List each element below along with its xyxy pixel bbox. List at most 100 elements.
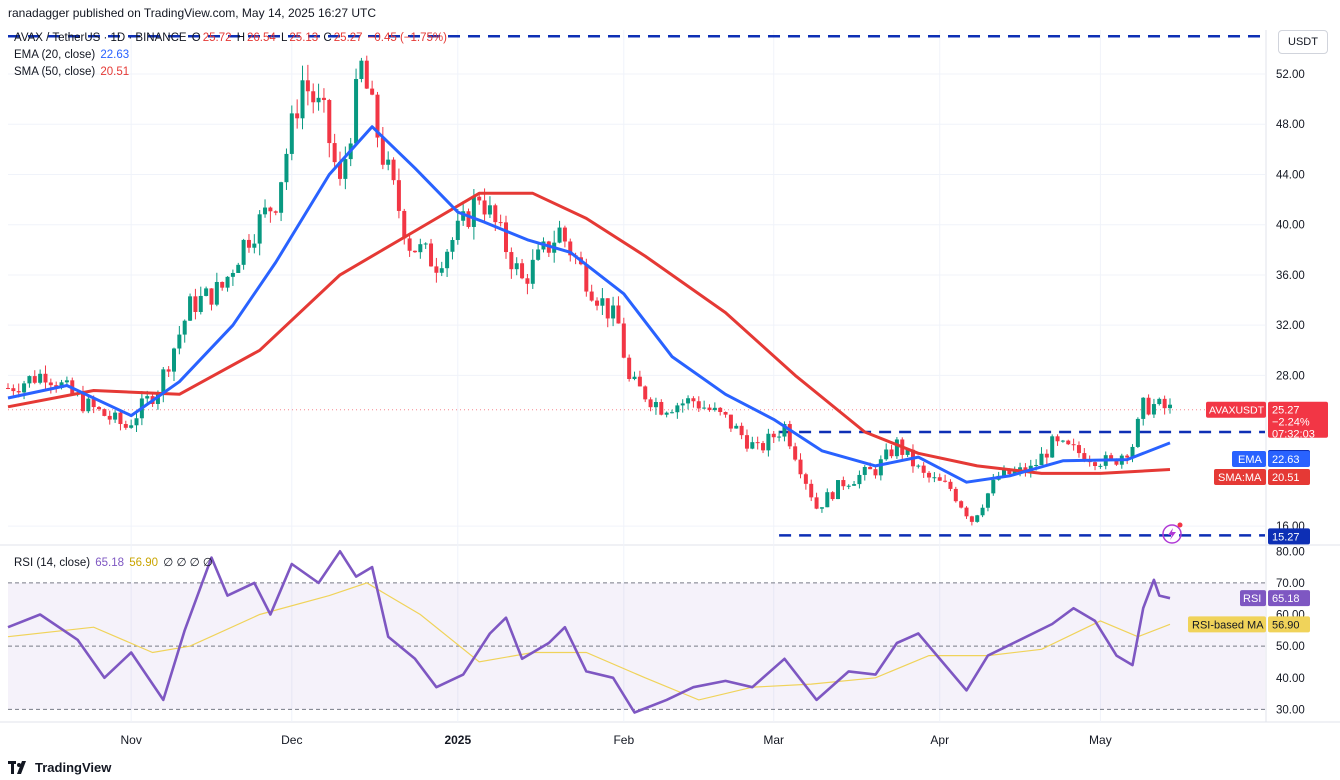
candle xyxy=(263,199,268,218)
candle xyxy=(1135,417,1140,449)
candle xyxy=(643,385,648,403)
price-tick-label: 36.00 xyxy=(1276,270,1305,282)
symbol-line[interactable]: AVAX / TetherUS · 1D · BINANCE xyxy=(14,32,187,44)
candle-body xyxy=(1151,404,1156,415)
candle-body xyxy=(793,446,798,460)
rsi-layer xyxy=(7,550,1265,714)
candle-body xyxy=(300,80,305,119)
rsi-ma-tag-bg xyxy=(1188,616,1266,633)
candle-body xyxy=(493,205,498,223)
candle-body xyxy=(487,205,492,215)
candle-body xyxy=(246,239,251,248)
candle xyxy=(204,286,209,297)
ema-legend[interactable]: EMA (20, close) 22.63 xyxy=(14,49,131,61)
candle-body xyxy=(712,407,717,411)
candle xyxy=(546,240,551,257)
currency-button[interactable]: USDT xyxy=(1278,30,1328,54)
candle xyxy=(766,428,771,457)
candle-body xyxy=(321,97,326,101)
candle-body xyxy=(991,479,996,494)
candle-body xyxy=(445,251,450,269)
sma-tag-value-bg xyxy=(1268,469,1310,485)
candle-body xyxy=(412,250,417,253)
candle xyxy=(396,168,401,219)
change-value: −0.45 (−1.75%) xyxy=(367,32,447,44)
time-tick-label: Feb xyxy=(613,733,634,747)
candle-body xyxy=(680,403,685,406)
candle xyxy=(653,397,658,415)
candle-body xyxy=(1157,398,1162,405)
candle-body xyxy=(1082,453,1087,462)
candle-body xyxy=(1060,440,1065,442)
candle xyxy=(964,506,969,519)
candle xyxy=(220,281,225,291)
candle xyxy=(969,515,974,526)
candle-body xyxy=(64,380,69,383)
candle-body xyxy=(1007,468,1012,475)
candle xyxy=(327,98,332,158)
candle xyxy=(214,272,219,307)
sma-legend[interactable]: SMA (50, close) 20.51 xyxy=(14,66,131,78)
candle xyxy=(11,384,16,396)
rsi-band-background xyxy=(8,582,1265,710)
candle-body xyxy=(1093,462,1098,466)
candle-body xyxy=(1125,455,1130,458)
candle-body xyxy=(1055,436,1060,442)
candle-body xyxy=(182,320,187,335)
candle xyxy=(744,429,749,452)
ema-tag: EMA xyxy=(1238,454,1263,466)
candle xyxy=(894,437,899,459)
candle xyxy=(1039,447,1044,466)
rsi-ma-tag-value: 56.90 xyxy=(1272,619,1300,631)
candle-body xyxy=(975,515,980,522)
candle-body xyxy=(798,459,803,475)
candle xyxy=(852,481,857,486)
candle xyxy=(975,514,980,523)
candle xyxy=(450,237,455,260)
candle-body xyxy=(830,492,835,500)
candle-body xyxy=(482,200,487,215)
candle xyxy=(118,409,123,431)
candle-body xyxy=(188,296,193,321)
candle xyxy=(621,317,626,359)
last-price-value: 25.27 xyxy=(1272,405,1300,417)
candle-body xyxy=(316,97,321,103)
candle xyxy=(761,440,766,454)
candle xyxy=(948,479,953,492)
candle-body xyxy=(204,288,209,296)
candle xyxy=(927,471,932,483)
candle xyxy=(123,420,128,430)
grid-layer xyxy=(0,30,1340,723)
footer-brand[interactable]: TradingView xyxy=(8,760,111,775)
candle-body xyxy=(375,94,380,138)
candle xyxy=(455,209,460,245)
candle xyxy=(1168,398,1172,414)
candle xyxy=(407,233,412,257)
candle-body xyxy=(107,415,112,420)
sma-50-line xyxy=(7,191,1171,475)
candle-body xyxy=(429,243,434,267)
rsi-extra-values: ∅ ∅ ∅ ∅ xyxy=(163,557,213,569)
levels-layer xyxy=(8,35,1265,537)
candle xyxy=(48,378,53,394)
candles-layer xyxy=(6,55,1172,526)
candle xyxy=(739,422,744,440)
candle xyxy=(525,273,530,295)
candle xyxy=(707,404,712,412)
candle-body xyxy=(123,424,128,428)
candle xyxy=(273,210,278,216)
candle xyxy=(80,385,85,414)
candle-body xyxy=(80,393,85,412)
candle-body xyxy=(113,412,118,420)
candle xyxy=(434,257,439,283)
candle-body xyxy=(498,222,503,224)
candle xyxy=(530,249,535,289)
candle-body xyxy=(386,159,391,165)
candle xyxy=(728,414,733,432)
candle xyxy=(343,146,348,190)
rsi-legend[interactable]: RSI (14, close) 65.18 56.90 ∅ ∅ ∅ ∅ xyxy=(14,555,215,569)
candle-body xyxy=(718,407,723,412)
candle xyxy=(172,347,176,382)
candle xyxy=(1050,434,1055,458)
